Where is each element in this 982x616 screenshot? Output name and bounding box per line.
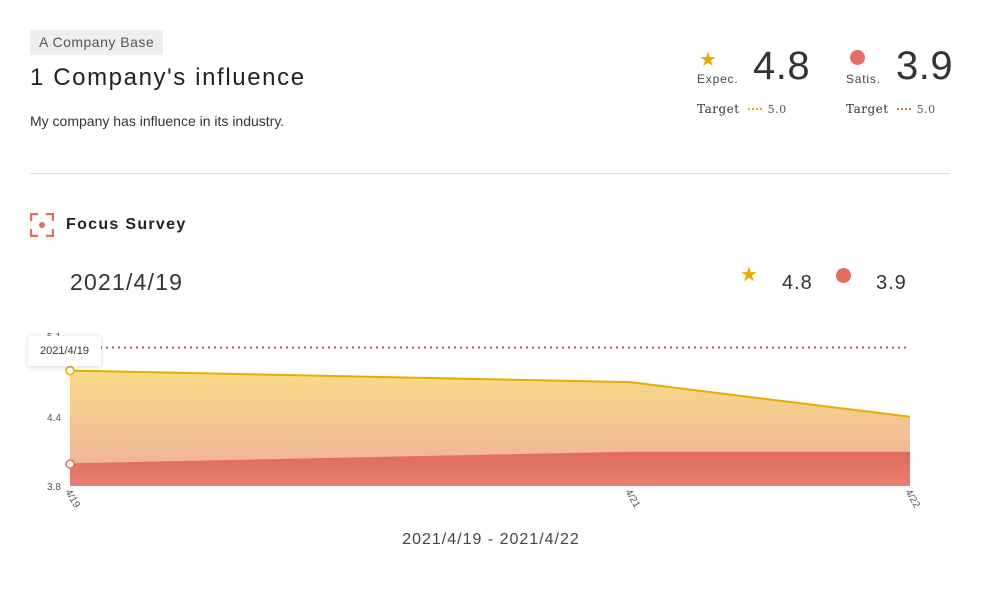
x-tick-label: 4/19 (63, 488, 82, 511)
dotted-line-icon (747, 107, 762, 110)
x-tick-label: 4/21 (623, 488, 642, 511)
y-tick-label: 4.4 (47, 413, 61, 424)
expectation-line (69, 369, 911, 418)
expectation-point (65, 365, 75, 376)
star-icon: ★ (699, 49, 717, 71)
satisfaction-target-value: 5.0 (916, 103, 936, 116)
question-text: My company has influence in its industry… (30, 113, 285, 129)
y-tick-label: 3.8 (47, 482, 61, 493)
focus-target-icon (30, 213, 54, 237)
trend-chart[interactable]: 5.14.43.84/194/214/22 (0, 320, 982, 530)
circle-icon (846, 50, 868, 70)
selected-date: 2021/4/19 (70, 269, 184, 295)
chart-tooltip: 2021/4/19 (28, 336, 101, 366)
expectation-target: Target 5.0 (697, 102, 787, 116)
satisfaction-target-label: Target (846, 102, 889, 116)
satisfaction-label: Satis. (846, 72, 881, 86)
expectation-label: Expec. (697, 72, 739, 86)
satisfaction-point (65, 459, 75, 469)
section-title: Focus Survey (66, 216, 187, 233)
satisfaction-target: Target 5.0 (846, 102, 936, 116)
category-tag: A Company Base (30, 30, 164, 55)
selected-expectation-value: 4.8 (782, 272, 813, 294)
star-icon: ★ (740, 264, 758, 286)
expectation-target-label: Target (697, 102, 740, 116)
dotted-line-icon (896, 107, 911, 110)
satisfaction-value: 3.9 (896, 44, 954, 88)
circle-icon (836, 268, 851, 288)
expectation-value: 4.8 (753, 44, 811, 88)
x-tick-label: 4/22 (903, 488, 922, 511)
satisfaction-area (70, 452, 910, 486)
section-divider (30, 173, 950, 174)
page-title: 1 Company's influence (30, 64, 306, 91)
satisfaction-line (69, 451, 910, 465)
date-range-label: 2021/4/19 - 2021/4/22 (402, 531, 580, 548)
expectation-target-value: 5.0 (767, 103, 787, 116)
selected-satisfaction-value: 3.9 (876, 272, 907, 294)
